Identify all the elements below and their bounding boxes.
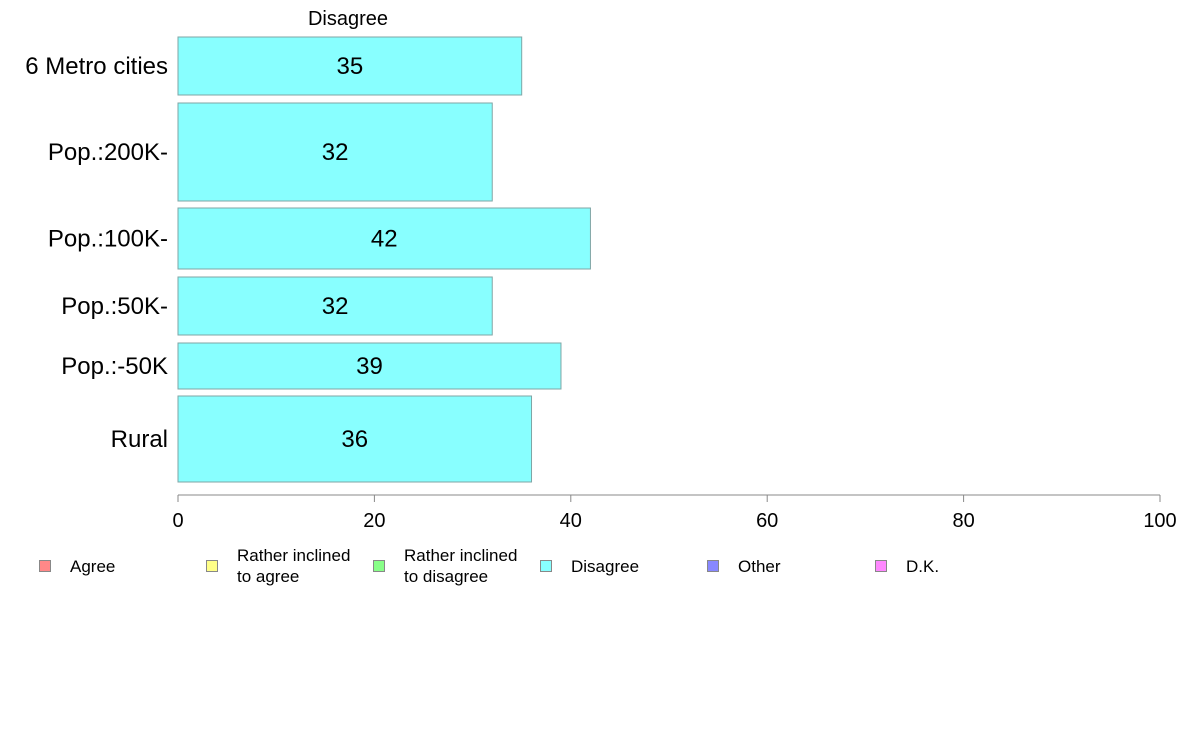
legend-label-5: D.K. — [906, 556, 940, 576]
legend-swatch-1 — [206, 560, 218, 572]
x-tick-label-3: 60 — [756, 510, 778, 532]
bar-1 — [177, 102, 493, 202]
legend-label-4: Other — [738, 556, 781, 576]
bar-value-label-5: 36 — [341, 426, 368, 453]
bar-2 — [177, 207, 591, 270]
category-label-4: Pop.:-50K — [61, 353, 168, 380]
legend: Agree Rather inclined to agree Rather incl… — [0, 543, 1188, 593]
legend-swatch-3 — [540, 560, 552, 572]
legend-label-1: Rather inclined to agree — [237, 546, 351, 586]
legend-label-2: Rather inclined to disagree — [404, 546, 518, 586]
x-tick-label-4: 80 — [952, 510, 974, 532]
legend-swatch-5 — [875, 560, 887, 572]
category-label-2: Pop.:100K- — [48, 226, 168, 253]
bars-group: 35 6 Metro cities 32 Pop.:200K- 42 Pop.:100K-… — [25, 36, 591, 483]
bar-value-label-3: 32 — [322, 293, 349, 320]
bar-value-label-1: 32 — [322, 139, 349, 166]
legend-swatch-2 — [373, 560, 385, 572]
legend-label-0: Agree — [70, 556, 116, 576]
legend-swatch-4 — [707, 560, 719, 572]
category-label-1: Pop.:200K- — [48, 139, 168, 166]
legend-swatch-0 — [39, 560, 51, 572]
category-label-5: Rural — [111, 426, 168, 453]
bar-chart: Disagree 35 6 Metro cities 32 Pop.:200K- 42 P… — [25, 8, 1177, 532]
category-label-3: Pop.:50K- — [61, 293, 168, 320]
x-tick-label-1: 20 — [363, 510, 385, 532]
x-tick-label-5: 100 — [1143, 510, 1176, 532]
x-tick-label-0: 0 — [172, 510, 183, 532]
bar-value-label-2: 42 — [371, 226, 398, 253]
bar-value-label-0: 35 — [336, 53, 363, 80]
bar-value-label-4: 39 — [356, 353, 383, 380]
bar-3 — [177, 276, 493, 336]
bar-5 — [177, 395, 533, 483]
category-label-0: 6 Metro cities — [25, 53, 168, 80]
chart-title: Disagree — [308, 8, 388, 30]
bar-4 — [177, 342, 562, 390]
bar-0 — [177, 36, 523, 96]
x-tick-label-2: 40 — [560, 510, 582, 532]
x-axis: 0 20 40 60 80 100 — [172, 494, 1177, 532]
legend-label-3: Disagree — [571, 556, 640, 576]
